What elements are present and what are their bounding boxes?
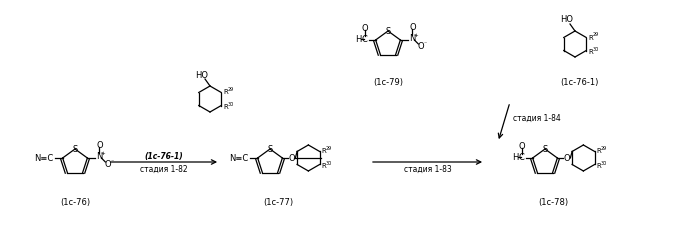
Text: R: R — [223, 104, 228, 110]
Text: R: R — [597, 148, 601, 154]
Text: HO: HO — [561, 16, 573, 24]
Text: HO: HO — [196, 70, 208, 79]
Text: 30: 30 — [600, 160, 607, 165]
Text: (1c-76): (1c-76) — [60, 198, 90, 207]
Text: N: N — [409, 34, 415, 43]
Text: O: O — [409, 23, 416, 32]
Text: S: S — [542, 145, 547, 154]
Text: 30: 30 — [227, 101, 233, 106]
Text: O: O — [105, 159, 111, 168]
Text: стадия 1-82: стадия 1-82 — [140, 164, 188, 173]
Text: N≡C: N≡C — [34, 154, 54, 163]
Text: O: O — [417, 42, 424, 51]
Text: ⁻: ⁻ — [110, 159, 114, 164]
Text: (1c-77): (1c-77) — [263, 198, 293, 207]
Text: S: S — [385, 27, 391, 36]
Text: 30: 30 — [326, 160, 332, 165]
Text: (1c-78): (1c-78) — [538, 198, 568, 207]
Text: 29: 29 — [600, 145, 607, 150]
Text: N≡C: N≡C — [229, 154, 249, 163]
Text: N: N — [96, 152, 103, 161]
Text: R: R — [322, 163, 326, 169]
Text: 29: 29 — [326, 145, 332, 150]
Text: H: H — [356, 35, 362, 44]
Text: +: + — [414, 33, 418, 38]
Text: (1c-79): (1c-79) — [373, 77, 403, 86]
Text: стадия 1-84: стадия 1-84 — [513, 113, 561, 122]
Text: 29: 29 — [227, 87, 233, 92]
Text: C: C — [361, 35, 368, 44]
Text: R: R — [589, 34, 593, 40]
Text: стадия 1-83: стадия 1-83 — [403, 164, 452, 173]
Text: 30: 30 — [592, 47, 598, 52]
Text: O: O — [289, 154, 295, 163]
Text: R: R — [223, 89, 228, 95]
Text: H: H — [512, 153, 519, 162]
Text: ⁻: ⁻ — [424, 42, 427, 47]
Text: (1c-76-1): (1c-76-1) — [560, 78, 598, 87]
Text: O: O — [361, 24, 368, 33]
Text: O: O — [96, 141, 103, 150]
Text: S: S — [73, 145, 78, 154]
Text: C: C — [519, 153, 524, 162]
Text: R: R — [597, 163, 601, 169]
Text: S: S — [268, 145, 273, 154]
Text: R: R — [589, 49, 593, 55]
Text: 29: 29 — [592, 32, 598, 37]
Text: O: O — [519, 141, 525, 150]
Text: (1c-76-1): (1c-76-1) — [145, 151, 183, 160]
Text: O: O — [563, 154, 570, 163]
Text: +: + — [101, 150, 106, 155]
Text: R: R — [322, 148, 326, 154]
